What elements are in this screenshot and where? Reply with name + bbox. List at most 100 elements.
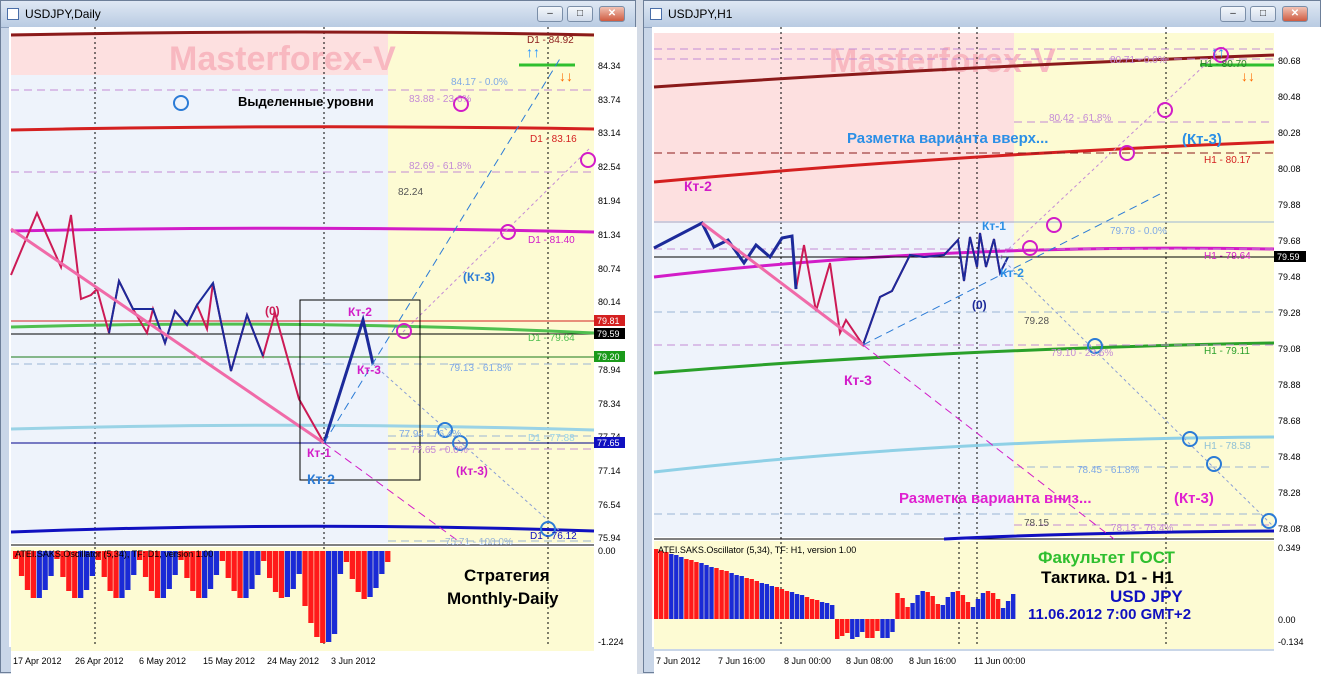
osc-mid-value: 0.00 [1278,615,1296,625]
level-label: 77.94 - 76.4% [399,429,461,440]
oscillator-bar [694,562,699,619]
chart-window-h1[interactable]: USDJPY,H1 – □ ✕ Masterforex-V [643,0,1321,674]
price-tag-black-text: 79.59 [597,329,620,339]
oscillator-bar [930,596,935,619]
level-line-cyan [10,423,595,432]
close-button[interactable]: ✕ [599,6,625,22]
oscillator-bar [267,551,273,578]
window-titlebar[interactable]: USDJPY,H1 – □ ✕ [644,1,1320,28]
price-tick: 78.88 [1278,380,1301,390]
oscillator-bar [704,565,709,619]
oscillator-bar [308,551,314,623]
chart-window-icon [650,8,662,20]
oscillator-bar [137,551,143,560]
osc-top-value: 0.00 [598,546,616,556]
level-label: D1 - 79.64 [528,333,575,344]
oscillator-bar [840,619,845,636]
oscillator-bar [284,551,290,597]
oscillator-bar [674,555,679,619]
maximize-button[interactable]: □ [1250,6,1276,22]
h1-chart[interactable]: Masterforex-V [644,27,1321,674]
window-titlebar[interactable]: USDJPY,Daily – □ ✕ [1,1,635,28]
level-line-darkred [10,30,595,37]
price-tag-black [594,328,625,339]
target-circle [1157,102,1173,118]
target-circle [1087,338,1103,354]
price-tick: 79.88 [1278,200,1301,210]
price-tick: 78.48 [1278,452,1301,462]
faculty-label: Факультет ГОСТ [1038,548,1176,567]
oscillator-bar [343,551,350,562]
oscillator-bar [296,551,302,574]
minimize-button[interactable]: – [1220,6,1246,22]
oscillator-bar [875,619,880,631]
oscillator-bar [160,551,166,598]
zone-right-yellow [388,33,594,543]
daily-chart[interactable]: Masterforex-V [1,27,637,674]
maximize-button[interactable]: □ [567,6,593,22]
target-circle [173,95,189,111]
minimize-button[interactable]: – [537,6,563,22]
oscillator-bar [789,592,795,619]
level-line-blue [943,529,1275,541]
oscillator-bar [654,549,659,619]
price-tag-red-text: 79.81 [597,316,620,326]
price-tick: 82.54 [598,162,621,172]
level-label: 83.88 - 23.6% [409,94,471,105]
oscillator-bar [337,551,344,574]
oscillator-bar [119,551,125,598]
oscillator-bar [272,551,279,592]
oscillator-bar [915,595,920,619]
price-tick: 80.28 [1278,128,1301,138]
price-tick: 79.08 [1278,344,1301,354]
oscillator-bar [30,551,36,598]
price-tick: 77.14 [598,466,621,476]
down-arrow-icon: ↓↓ [1241,68,1255,84]
symbol-label: USD JPY [1110,587,1183,606]
oscillator-bar [784,591,790,619]
level-line-magenta [653,246,1275,279]
oscillator-bar [699,563,704,619]
oscillator-bar [1011,594,1016,619]
price-axis: 80.68 80.48 80.28 80.08 79.88 79.68 79.4… [1278,56,1301,534]
oscillator-bar [331,551,338,634]
oscillator-bar [361,551,367,599]
osc-top-value: 0.349 [1278,543,1301,553]
tactic-label: Тактика. D1 - H1 [1041,568,1174,587]
level-line-green [653,341,1275,375]
oscillator-bar [373,551,379,588]
oscillator-bar [975,599,981,619]
level-label: H1 - 79.64 [1204,251,1251,262]
oscillator-bar [965,602,971,619]
kt3-label: Кт-3 [844,372,872,388]
close-button[interactable]: ✕ [1282,6,1308,22]
oscillator-bar [794,594,800,619]
oscillator-bar [349,551,355,579]
target-circle [500,224,516,240]
date-axis-background [11,651,594,674]
oscillator-bar [36,551,42,598]
price-tick: 80.14 [598,297,621,307]
strategy-subtitle: Monthly-Daily [447,589,559,608]
oscillator-label: ATEI.SAKS.Oscillator (5,34), TF: D1, ver… [15,549,213,559]
price-tick: 78.34 [598,399,621,409]
oscillator-bar [819,602,825,619]
oscillator-bar [749,579,754,619]
level-label: 79.28 [1024,316,1049,327]
osc-bottom-value: -1.224 [598,637,624,647]
price-tick: 84.34 [598,61,621,71]
price-tick: 81.34 [598,230,621,240]
oscillator-bar [314,551,320,637]
price-tick: 80.08 [1278,164,1301,174]
chart-window-daily[interactable]: USDJPY,Daily – □ ✕ Masterforex-V [0,0,637,674]
price-axis-background [1274,27,1321,674]
oscillator-bar [845,619,850,633]
oscillator-bar [980,593,986,619]
kt2-blue-label: Кт-2 [307,471,335,487]
oscillator-bar [83,551,90,590]
level-line-green [10,322,595,335]
selection-box [299,299,421,481]
oscillator-bar [900,598,905,619]
oscillator-bar [113,551,119,598]
oscillator-bar [910,603,915,619]
